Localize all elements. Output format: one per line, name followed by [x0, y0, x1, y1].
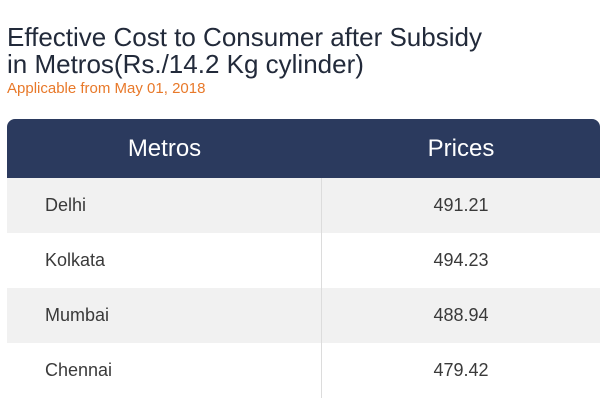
table-row: Kolkata 494.23 — [7, 233, 600, 288]
price-table: Metros Prices Delhi 491.21 Kolkata 494.23 Mum… — [7, 119, 600, 398]
metro-cell: Delhi — [7, 178, 322, 233]
metro-cell: Kolkata — [7, 233, 322, 288]
header-row: Metros Prices — [7, 119, 600, 178]
column-header: Prices — [322, 119, 600, 178]
price-cell: 491.21 — [322, 178, 600, 233]
title-line: Effective Cost to Consumer after Subsidy — [7, 22, 482, 52]
table-body: Delhi 491.21 Kolkata 494.23 Mumbai 488.94 Chen… — [7, 178, 600, 398]
price-cell: 494.23 — [322, 233, 600, 288]
price-cell: 488.94 — [322, 288, 600, 343]
metro-cell: Mumbai — [7, 288, 322, 343]
price-cell: 479.42 — [322, 343, 600, 398]
title: Effective Cost to Consumer after Subsidy… — [7, 24, 482, 78]
table-row: Mumbai 488.94 — [7, 288, 600, 343]
title-line: in Metros(Rs./14.2 Kg cylinder) — [7, 49, 364, 79]
table-header: Metros Prices — [7, 119, 600, 178]
table-row: Delhi 491.21 — [7, 178, 600, 233]
subtitle: Applicable from May 01, 2018 — [7, 80, 206, 97]
column-header: Metros — [7, 119, 322, 178]
table-row: Chennai 479.42 — [7, 343, 600, 398]
metro-cell: Chennai — [7, 343, 322, 398]
